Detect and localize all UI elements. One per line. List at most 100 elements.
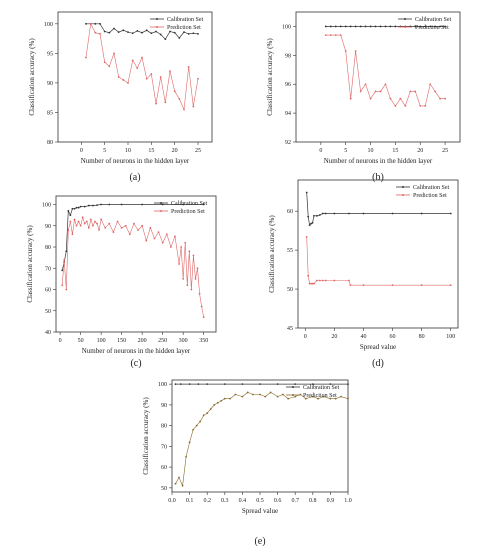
- data-point: [65, 288, 68, 291]
- data-point: [349, 97, 352, 100]
- data-point: [187, 32, 190, 35]
- data-point: [174, 383, 177, 386]
- y-tick-label: 60: [45, 288, 51, 294]
- data-point: [69, 220, 72, 223]
- legend-label: Prediction Set: [171, 209, 205, 215]
- data-point: [113, 52, 115, 55]
- data-point: [67, 209, 70, 212]
- data-point: [434, 90, 437, 93]
- x-tick-label: 200: [138, 338, 147, 344]
- data-point: [85, 56, 87, 59]
- x-tick-label: 350: [199, 338, 208, 344]
- data-point: [96, 222, 98, 225]
- data-point: [136, 30, 139, 32]
- data-point: [77, 206, 80, 209]
- panel-a: 0 5 10 15 20 25 80 85 90 95 100 Number of neurons i…: [28, 11, 213, 183]
- data-point: [94, 220, 96, 223]
- panel-label: (a): [129, 172, 140, 183]
- data-point: [181, 484, 184, 487]
- data-point: [329, 34, 332, 37]
- data-point: [92, 224, 94, 227]
- legend-label: Prediction Set: [303, 393, 337, 399]
- legend-label: Calibration Set: [413, 185, 449, 191]
- data-point: [169, 70, 171, 72]
- data-point: [94, 31, 97, 34]
- x-axis-label: Number of neurons in the hidden layer: [324, 157, 433, 165]
- plot-frame: [295, 11, 461, 143]
- y-axis-label: Classification accuracy (%): [266, 38, 274, 116]
- data-point: [424, 25, 427, 28]
- data-point: [334, 34, 337, 37]
- data-point: [241, 395, 244, 398]
- data-point: [186, 284, 189, 287]
- data-point: [103, 61, 106, 64]
- x-tick-label: 100: [446, 334, 455, 340]
- data-point: [192, 428, 195, 431]
- data-point: [311, 221, 314, 224]
- data-point: [439, 97, 442, 100]
- legend-marker: [160, 202, 162, 204]
- data-point: [73, 218, 76, 221]
- data-point: [229, 397, 231, 400]
- y-axis-label: Classification accuracy (%): [142, 397, 150, 475]
- panel-label: (e): [254, 536, 265, 547]
- data-point: [195, 424, 198, 427]
- data-point: [89, 218, 92, 221]
- legend-marker: [292, 386, 294, 388]
- x-tick-label: 15: [392, 148, 398, 154]
- data-point: [409, 90, 412, 93]
- data-point: [299, 393, 302, 396]
- data-point: [276, 383, 279, 386]
- data-point: [122, 29, 125, 32]
- data-point: [174, 235, 176, 238]
- data-point: [120, 226, 123, 229]
- data-point: [194, 277, 197, 280]
- data-point: [340, 395, 342, 398]
- data-point: [197, 32, 199, 35]
- legend-label: Calibration Set: [171, 201, 207, 207]
- data-point: [374, 25, 377, 28]
- data-point: [310, 222, 312, 225]
- data-point: [202, 203, 205, 206]
- y-tick-label: 60: [161, 465, 167, 471]
- data-point: [414, 25, 417, 28]
- data-point: [359, 90, 362, 93]
- data-point: [424, 104, 427, 107]
- data-point: [334, 397, 337, 400]
- data-point: [65, 250, 68, 253]
- data-point: [213, 403, 216, 406]
- data-point: [108, 31, 111, 34]
- x-tick-label: 0: [59, 338, 62, 344]
- data-point: [197, 383, 200, 386]
- data-point: [71, 233, 74, 236]
- data-point: [322, 395, 325, 398]
- y-tick-label: 60: [287, 209, 293, 215]
- x-tick-label: 25: [442, 148, 448, 154]
- panel-label: (b): [372, 172, 384, 183]
- legend-marker: [404, 26, 406, 28]
- legend-marker: [402, 194, 404, 196]
- data-point: [294, 383, 297, 386]
- x-tick-label: 0.8: [309, 498, 317, 504]
- data-point: [150, 32, 153, 35]
- y-tick-label: 100: [158, 382, 167, 388]
- data-point: [182, 277, 185, 280]
- data-point: [188, 250, 191, 253]
- data-point: [241, 383, 244, 386]
- x-tick-label: 25: [195, 148, 201, 154]
- data-point: [83, 205, 86, 208]
- data-point: [348, 212, 350, 215]
- data-point: [449, 212, 452, 215]
- data-point: [108, 65, 111, 68]
- data-point: [394, 25, 397, 28]
- data-point: [259, 393, 261, 396]
- data-point: [294, 395, 297, 398]
- data-point: [429, 25, 432, 28]
- data-point: [87, 204, 90, 207]
- data-point: [200, 305, 203, 308]
- data-point: [223, 397, 226, 400]
- x-tick-label: 0.3: [221, 498, 229, 504]
- legend-marker: [404, 18, 406, 20]
- data-point: [369, 97, 372, 100]
